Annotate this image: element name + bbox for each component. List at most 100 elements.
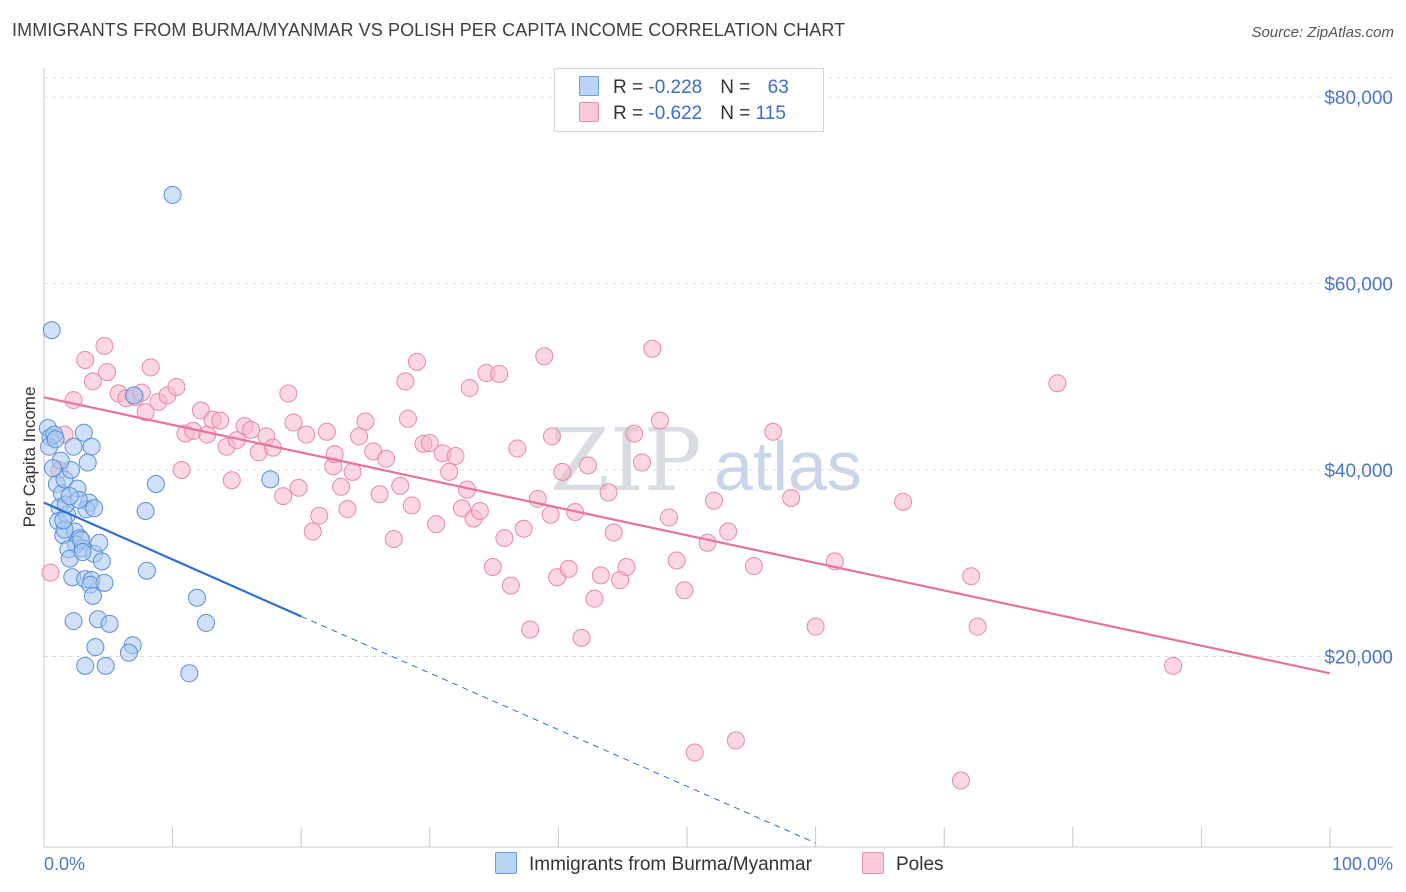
poles-point-5: [83, 372, 102, 391]
poles-point-16: [167, 378, 186, 397]
poles-point-35: [303, 522, 322, 541]
burma-point-45: [125, 386, 144, 405]
poles-point-46: [377, 449, 396, 468]
y-tick-labels: $20,000 $40,000 $60,000 $80,000: [1324, 88, 1393, 669]
poles-point-107: [1164, 656, 1183, 675]
poles-point-81: [599, 483, 618, 502]
poles-point-65: [495, 529, 514, 548]
poles-point-79: [585, 589, 604, 608]
poles-point-47: [384, 530, 403, 549]
poles-point-95: [719, 522, 738, 541]
legend-swatch-burma: [579, 76, 599, 96]
poles-point-53: [420, 433, 439, 452]
legend-row-poles: R = -0.622 N = 115: [579, 102, 786, 128]
x-tick-label-right: 100.0%: [1332, 854, 1393, 874]
poles-point-57: [446, 447, 465, 466]
legend-swatch-poles: [579, 102, 599, 122]
legend-n-value-burma: 63: [767, 77, 789, 98]
watermark-zip: ZIP: [550, 411, 702, 511]
burma-point-33: [83, 586, 102, 605]
poles-point-54: [427, 515, 446, 534]
burma-point-40: [76, 656, 95, 675]
poles-point-49: [396, 372, 415, 391]
burma-point-50: [261, 470, 280, 489]
poles-point-4: [76, 350, 95, 369]
poles-point-32: [284, 413, 303, 432]
poles-point-48: [391, 476, 410, 495]
poles-point-7: [95, 336, 114, 355]
poles-point-41: [343, 462, 362, 481]
poles-point-96: [726, 731, 745, 750]
stats-legend: R = -0.228 N = 63 R = -0.622 N = 115: [554, 68, 824, 132]
poles-point-30: [274, 487, 293, 506]
legend-r-value-poles: -0.622: [648, 103, 703, 124]
burma-point-41: [96, 656, 115, 675]
legend-n-value-poles: 115: [755, 103, 786, 124]
poles-point-75: [559, 559, 578, 578]
poles-point-85: [625, 424, 644, 443]
poles-point-61: [470, 502, 489, 521]
poles-point-26: [242, 420, 261, 439]
poles-point-67: [508, 439, 527, 458]
poles-point-43: [356, 412, 375, 431]
x-tick-label-left: 0.0%: [44, 854, 85, 874]
poles-point-58: [452, 499, 471, 518]
poles-point-69: [521, 620, 540, 639]
poles-point-106: [1048, 374, 1067, 393]
poles-point-6: [98, 363, 117, 382]
legend-item-poles: Poles: [862, 852, 944, 876]
poles-point-109: [222, 471, 241, 490]
poles-point-12: [136, 403, 155, 422]
poles-point-97: [744, 557, 763, 576]
watermark: ZIP atlas: [550, 411, 862, 511]
poles-point-100: [806, 617, 825, 636]
poles-point-63: [483, 557, 502, 576]
poles-point-37: [317, 422, 336, 441]
poles-point-91: [675, 581, 694, 600]
poles-point-98: [764, 422, 783, 441]
legend-swatch-burma-bottom: [495, 852, 517, 874]
poles-point-33: [289, 478, 308, 497]
poles-point-74: [553, 462, 572, 481]
burma-point-60: [73, 543, 92, 562]
poles-point-0: [41, 563, 60, 582]
burma-point-44: [146, 474, 165, 493]
burma-point-54: [85, 499, 104, 518]
poles-point-111: [398, 409, 417, 428]
poles-point-103: [951, 771, 970, 790]
poles-point-45: [370, 485, 389, 504]
burma-point-55: [46, 430, 65, 449]
poles-point-31: [279, 384, 298, 403]
poles-point-84: [617, 557, 636, 576]
burma-point-15: [74, 423, 93, 442]
poles-point-104: [962, 567, 981, 586]
burma-point-47: [188, 588, 207, 607]
chart-source: Source: ZipAtlas.com: [1251, 24, 1394, 41]
poles-point-34: [297, 425, 316, 444]
burma-point-31: [95, 573, 114, 592]
legend-item-burma: Immigrants from Burma/Myanmar: [495, 852, 812, 876]
poles-point-64: [490, 364, 509, 383]
poles-point-39: [332, 477, 351, 496]
burma-point-13: [64, 437, 83, 456]
poles-point-86: [632, 453, 651, 472]
legend-row-burma: R = -0.228 N = 63: [579, 76, 789, 102]
legend-swatch-poles-bottom: [862, 852, 884, 874]
chart-title: IMMIGRANTS FROM BURMA/MYANMAR VS POLISH …: [12, 20, 846, 40]
poles-point-113: [460, 378, 479, 397]
poles-point-42: [350, 427, 369, 446]
burma-trend-line: [43, 501, 302, 618]
burma-point-49: [180, 664, 199, 683]
y-tick-label-1: $40,000: [1324, 461, 1393, 482]
burma-trend-line-extrapolated: [300, 615, 816, 844]
poles-point-82: [604, 523, 623, 542]
poles-point-68: [514, 519, 533, 538]
poles-point-51: [407, 352, 426, 371]
poles-point-94: [705, 491, 724, 510]
legend-r-value-burma: -0.228: [648, 77, 703, 98]
poles-point-22: [211, 411, 230, 430]
y-tick-label-0: $20,000: [1324, 648, 1393, 669]
poles-point-90: [667, 551, 686, 570]
poles-point-99: [782, 488, 801, 507]
poles-point-40: [338, 500, 357, 519]
